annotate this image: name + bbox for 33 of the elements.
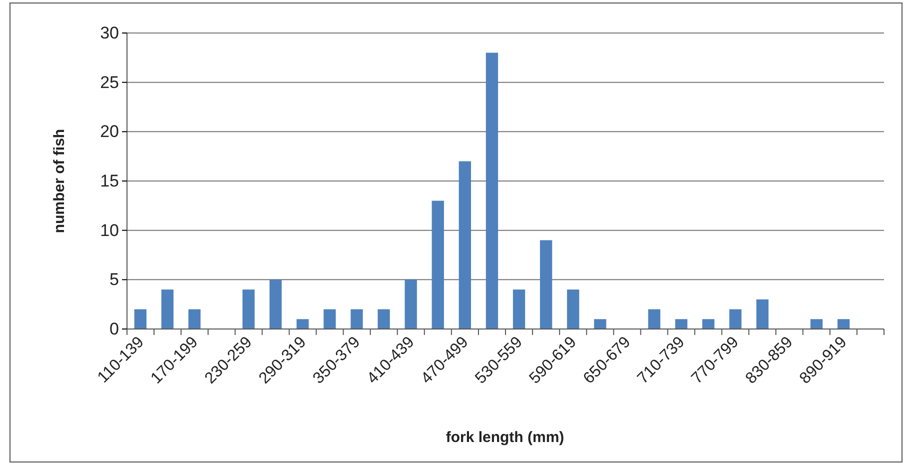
y-tick-label: 0 xyxy=(110,319,119,338)
y-tick-label: 25 xyxy=(100,72,119,92)
y-tick-label: 15 xyxy=(100,171,119,190)
bar xyxy=(242,290,255,329)
y-tick-label: 5 xyxy=(110,270,119,290)
bar xyxy=(324,309,336,329)
y-axis-title: number of fish xyxy=(51,128,68,234)
bar xyxy=(594,319,606,329)
bar xyxy=(378,309,390,329)
bar xyxy=(270,280,282,329)
bar xyxy=(567,290,580,329)
bar xyxy=(296,319,309,329)
bar xyxy=(350,309,363,329)
x-axis-title: fork length (mm) xyxy=(446,429,564,446)
bar xyxy=(837,319,850,329)
bar xyxy=(432,200,444,329)
bar xyxy=(540,240,552,329)
bar xyxy=(729,309,742,329)
bar xyxy=(512,290,526,329)
bar xyxy=(756,299,769,329)
bar xyxy=(134,309,146,329)
bar xyxy=(188,309,201,329)
bar xyxy=(458,161,472,329)
bar xyxy=(810,319,823,329)
y-tick-label: 10 xyxy=(100,220,119,240)
bar xyxy=(648,309,660,329)
bar xyxy=(702,319,714,329)
bar xyxy=(486,52,498,329)
bar xyxy=(675,319,688,329)
bar xyxy=(161,290,174,329)
y-tick-label: 20 xyxy=(100,122,119,142)
y-tick-label: 30 xyxy=(100,23,119,42)
bar xyxy=(404,280,417,329)
